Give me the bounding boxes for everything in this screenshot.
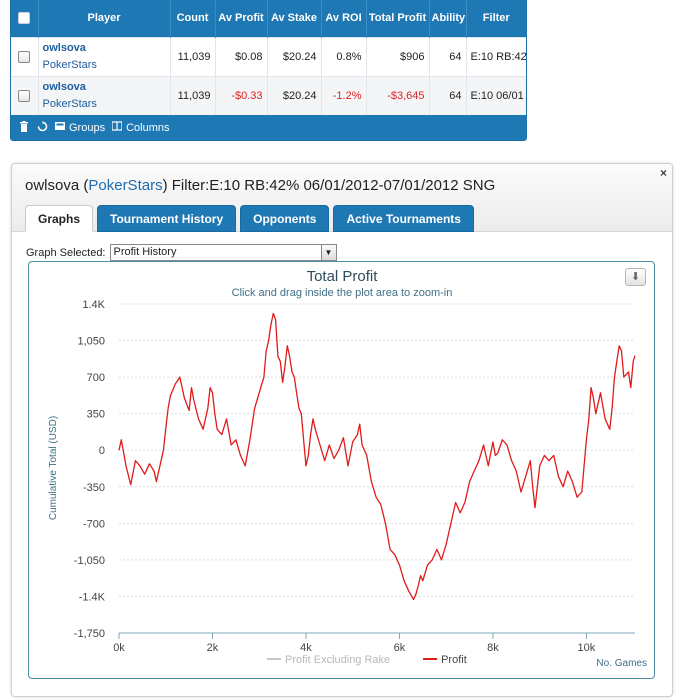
filter-cell: E:10 06/01 [470,89,524,102]
page-title: owlsova (PokerStars) Filter:E:10 RB:42% … [25,177,496,194]
tab-bar: Graphs Tournament History Opponents Acti… [25,205,474,232]
player-cell: owlsova PokerStars [38,37,171,76]
refresh-icon[interactable] [36,120,48,135]
tab-opponents[interactable]: Opponents [240,205,330,232]
y-tick-label: 1.4K [82,299,105,311]
x-tick-label: 4k [300,642,312,654]
y-tick-label: -1,050 [74,555,105,567]
col-header-count[interactable]: Count [170,0,216,37]
legend-item: Profit Excluding Rake [285,654,390,666]
player-link[interactable]: owlsova [42,80,86,93]
chart-subtitle: Click and drag inside the plot area to z… [232,287,453,299]
ability-cell: 64 [429,76,467,115]
y-tick-label: -1.4K [79,591,106,603]
col-header-total-profit[interactable]: Total Profit [366,0,430,37]
player-panel: × owlsova (PokerStars) Filter:E:10 RB:42… [11,163,673,697]
y-tick-label: 0 [99,445,105,457]
row-checkbox[interactable] [11,76,39,115]
y-tick-label: 350 [87,409,105,421]
columns-icon [111,121,123,134]
legend-item: Profit [441,654,467,666]
col-header-av-stake[interactable]: Av Stake [267,0,322,37]
col-header-av-roi[interactable]: Av ROI [321,0,367,37]
col-header-av-profit[interactable]: Av Profit [215,0,268,37]
col-header-ability[interactable]: Ability [429,0,467,37]
columns-label: Columns [126,121,170,134]
chart-container[interactable]: ⬇ Total Profit Click and drag inside the … [28,261,655,679]
tab-active-tournaments[interactable]: Active Tournaments [333,205,474,232]
count-cell: 11,039 [170,76,216,115]
columns-button[interactable]: Columns [111,121,169,134]
panel-header: × owlsova (PokerStars) Filter:E:10 RB:42… [12,164,672,232]
tab-tournament-history[interactable]: Tournament History [97,205,237,232]
av-roi-cell: -1.2% [321,76,367,115]
filter-cell: E:10 RB:42 [470,50,527,63]
groups-icon [54,121,66,134]
col-header-filter[interactable]: Filter [482,12,510,25]
av-stake-cell: $20.24 [267,37,322,76]
total-profit-cell: -$3,645 [366,76,430,115]
y-tick-label: -350 [83,482,105,494]
y-tick-label: -1,750 [74,628,105,640]
series-line-1 [118,312,636,601]
row-checkbox[interactable] [11,37,39,76]
av-profit-cell: -$0.33 [215,76,268,115]
y-tick-label: 1,050 [77,336,105,348]
grid-toolbar: Groups Columns [11,115,526,140]
filter-text: Filter:E:10 RB:42% 06/01/2012-07/01/2012… [171,177,496,194]
y-tick-label: -700 [83,518,105,530]
site-link[interactable]: PokerStars [42,58,97,71]
graph-selected-label: Graph Selected: [26,246,106,259]
chart-title: Total Profit [307,268,379,285]
players-grid: Player Count Av Profit Av Stake Av ROI T… [10,0,527,141]
export-button[interactable]: ⬇ [625,268,646,286]
ability-cell: 64 [429,37,467,76]
download-icon: ⬇ [630,271,641,283]
y-axis-label: Cumulative Total (USD) [48,416,59,520]
groups-button[interactable]: Groups [54,121,105,134]
graph-select-row: Graph Selected: Profit History ▼ [26,244,337,261]
trash-icon[interactable] [18,120,30,135]
chevron-down-icon: ▼ [320,245,336,260]
av-stake-cell: $20.24 [267,76,322,115]
graph-select-value: Profit History [113,246,177,258]
table-row[interactable]: owlsova PokerStars 11,039 -$0.33 $20.24 … [11,76,526,115]
col-header-player[interactable]: Player [38,0,171,37]
av-roi-cell: 0.8% [321,37,367,76]
av-profit-cell: $0.08 [215,37,268,76]
x-tick-label: 10k [578,642,596,654]
y-tick-label: 700 [87,372,105,384]
graph-select[interactable]: Profit History ▼ [109,244,337,261]
x-tick-label: 0k [113,642,125,654]
site-link[interactable]: PokerStars [42,97,97,110]
player-name: owlsova [25,177,80,194]
count-cell: 11,039 [170,37,216,76]
player-cell: owlsova PokerStars [38,76,171,115]
x-tick-label: 6k [394,642,406,654]
x-tick-label: 8k [487,642,499,654]
x-tick-label: 2k [207,642,219,654]
select-all-checkbox[interactable] [11,0,39,37]
total-profit-cell: $906 [366,37,430,76]
groups-label: Groups [69,121,106,134]
close-icon[interactable]: × [659,166,667,180]
player-link[interactable]: owlsova [42,41,86,54]
grid-header-row: Player Count Av Profit Av Stake Av ROI T… [11,0,526,37]
table-row[interactable]: owlsova PokerStars 11,039 $0.08 $20.24 0… [11,37,526,76]
tab-graphs[interactable]: Graphs [25,205,94,232]
profit-chart[interactable]: Total Profit Click and drag inside the pl… [29,262,654,678]
x-axis-label: No. Games [596,658,647,669]
site-link[interactable]: PokerStars [88,177,163,194]
